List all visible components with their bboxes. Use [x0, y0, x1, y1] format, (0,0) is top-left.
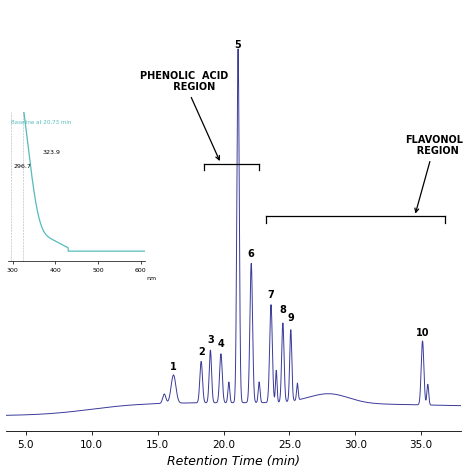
Text: 10: 10: [416, 328, 429, 338]
Text: PHENOLIC  ACID
      REGION: PHENOLIC ACID REGION: [140, 71, 228, 160]
Text: 9: 9: [287, 313, 294, 323]
Text: 1: 1: [170, 362, 177, 372]
Text: FLAVONOL
  REGION: FLAVONOL REGION: [405, 135, 464, 212]
X-axis label: Retention Time (min): Retention Time (min): [167, 456, 300, 468]
Text: 7: 7: [268, 290, 274, 300]
Text: 8: 8: [279, 305, 286, 315]
Text: 5: 5: [235, 40, 241, 50]
Text: 3: 3: [207, 336, 214, 346]
Text: 2: 2: [198, 346, 205, 357]
Text: 6: 6: [248, 249, 255, 259]
Text: 4: 4: [218, 339, 224, 349]
